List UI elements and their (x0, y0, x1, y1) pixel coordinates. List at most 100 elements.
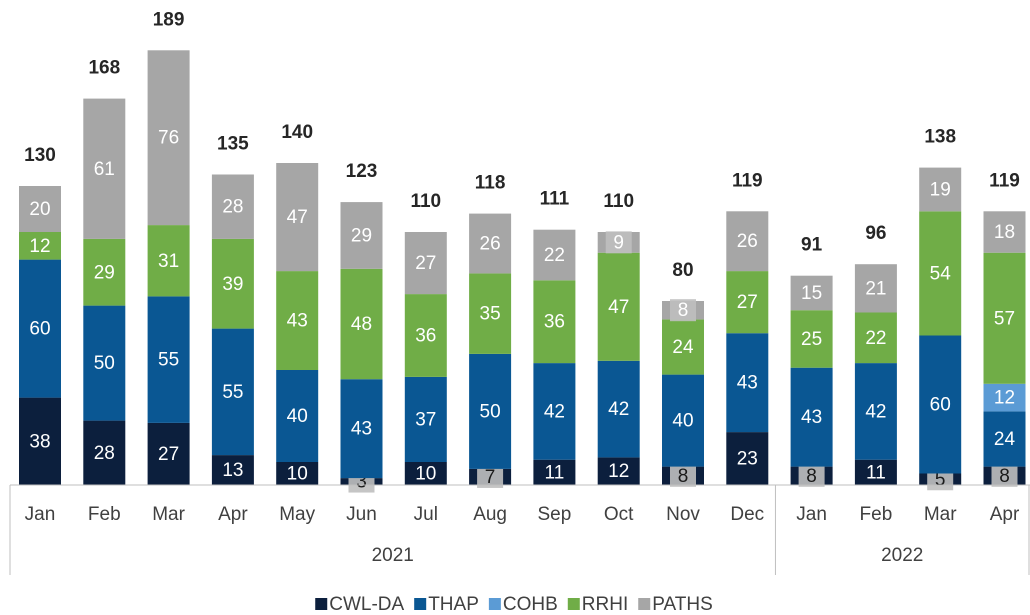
label-box (605, 231, 632, 254)
x-tick-label: Apr (218, 504, 248, 525)
bar-segment (469, 353, 512, 469)
bar-segment (19, 259, 61, 398)
segment-label: 54 (930, 263, 952, 284)
legend-swatch (638, 598, 651, 610)
total-label: 80 (672, 260, 693, 281)
bar-segment (147, 225, 190, 297)
segment-label: 27 (737, 292, 758, 313)
segment-label: 28 (222, 197, 243, 218)
bar-segment (340, 202, 383, 269)
bar-segment (211, 174, 254, 239)
x-tick-label: Nov (666, 504, 700, 525)
x-tick-label: Jan (25, 504, 56, 525)
segment-label: 38 (29, 431, 50, 452)
bar-segment (854, 459, 897, 485)
segment-label: 27 (415, 253, 436, 274)
x-tick-label: Jun (346, 504, 377, 525)
legend-label: CWL-DA (329, 594, 404, 615)
segment-label: 29 (94, 262, 115, 283)
segment-label: 26 (737, 231, 758, 252)
bar-segment (19, 397, 61, 485)
total-label: 96 (865, 223, 886, 244)
label-box (477, 465, 504, 488)
x-tick-label: Jan (796, 504, 827, 525)
segment-label: 42 (608, 399, 629, 420)
legend-swatch (488, 598, 501, 610)
bar-segment (19, 186, 61, 232)
group-label: 2022 (881, 545, 923, 566)
segment-label: 10 (287, 464, 308, 485)
segment-label: 8 (806, 466, 817, 487)
segment-label: 27 (158, 444, 179, 465)
bar-segment (597, 360, 640, 458)
x-tick-label: Sep (537, 504, 571, 525)
bar-segment (919, 211, 962, 336)
total-label: 130 (24, 145, 56, 166)
bar-segment (404, 462, 447, 485)
segment-label: 36 (415, 326, 436, 347)
bar-segment (147, 296, 190, 423)
segment-label: 35 (480, 304, 501, 325)
segment-label: 8 (678, 466, 689, 487)
total-label: 110 (603, 191, 634, 212)
bar-segment (276, 271, 319, 370)
segment-label: 18 (994, 222, 1015, 243)
segment-label: 50 (480, 401, 501, 422)
segment-label: 55 (222, 382, 243, 403)
bar-segment (211, 455, 254, 485)
legend-swatch (414, 598, 427, 610)
bar-segment (469, 273, 512, 354)
x-tick-label: Mar (152, 504, 185, 525)
legend-label: THAP (428, 594, 479, 615)
segment-label: 43 (801, 407, 822, 428)
segment-label: 31 (158, 251, 179, 272)
bar-segment (983, 383, 1026, 412)
bar-segment (19, 232, 61, 260)
segment-label: 55 (158, 350, 179, 371)
segment-label: 24 (672, 337, 694, 358)
segment-label: 60 (930, 395, 951, 416)
bar-segment (726, 271, 769, 334)
segment-label: 76 (158, 128, 179, 149)
legend-label: RRHI (582, 594, 628, 615)
segment-label: 21 (865, 278, 886, 299)
segment-label: 29 (351, 225, 372, 246)
x-tick-label: Feb (88, 504, 121, 525)
legend-label: PATHS (652, 594, 713, 615)
total-label: 111 (540, 189, 570, 210)
segment-label: 15 (801, 283, 822, 304)
total-label: 119 (732, 170, 763, 191)
segment-label: 24 (994, 429, 1016, 450)
segment-label: 12 (29, 236, 50, 257)
bar-segment (83, 420, 126, 485)
segment-label: 57 (994, 308, 1015, 329)
total-label: 123 (346, 161, 378, 182)
segment-label: 5 (935, 469, 946, 490)
bar-segment (726, 333, 769, 433)
total-label: 135 (217, 134, 249, 155)
segment-label: 10 (415, 464, 436, 485)
legend-label: COHB (503, 594, 558, 615)
bar-segment (211, 238, 254, 329)
bar-segment (790, 275, 833, 311)
bar-segment (83, 238, 126, 306)
segment-label: 12 (608, 461, 629, 482)
bar-segment (83, 305, 126, 421)
bar-segment (147, 50, 190, 226)
bar-segment (533, 280, 576, 364)
segment-label: 50 (94, 353, 115, 374)
x-tick-label: Oct (604, 504, 634, 525)
segment-label: 28 (94, 443, 115, 464)
bar-segment (790, 310, 833, 368)
segment-label: 25 (801, 329, 822, 350)
bar-segment (147, 422, 190, 485)
segment-label: 61 (94, 159, 115, 180)
segment-label: 26 (480, 234, 501, 255)
x-tick-label: Dec (730, 504, 764, 525)
segment-label: 43 (351, 419, 372, 440)
bar-segment (404, 294, 447, 377)
bar-segment (469, 213, 512, 274)
segment-label: 9 (613, 232, 624, 253)
x-tick-label: May (279, 504, 315, 525)
